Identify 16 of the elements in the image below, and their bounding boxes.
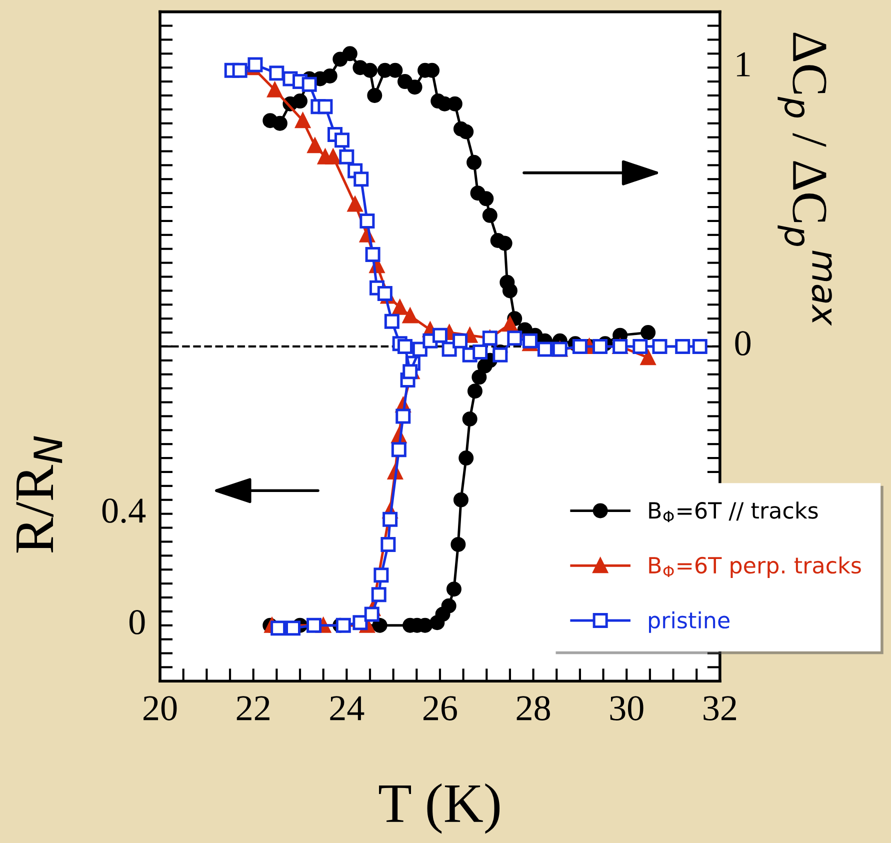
legend-label: B$_{Φ}$=6T // tracks	[649, 502, 818, 522]
y-axis-title: R/R$_{N}$	[16, 436, 62, 553]
x-tick-label: 24	[330, 696, 364, 720]
y2-tick-label: 1	[736, 52, 750, 76]
x-tick-label: 28	[516, 696, 550, 720]
x-tick-label: 26	[424, 696, 457, 720]
x-tick-label: 22	[236, 696, 270, 720]
x-tick-label: 30	[610, 696, 644, 720]
x-tick-label: 20	[144, 696, 177, 720]
y-tick-label: 0.4	[102, 498, 146, 524]
legend-label: pristine	[649, 611, 730, 633]
x-axis-title: T (K)	[379, 783, 500, 834]
y2-axis-title: ΔC$_{p}$ / ΔC$_{p}$$^{max}$	[778, 32, 832, 326]
legend-label: B$_{Φ}$=6T perp. tracks	[649, 556, 861, 578]
x-tick-label: 32	[704, 696, 736, 720]
y2-tick-label: 0	[735, 331, 750, 356]
